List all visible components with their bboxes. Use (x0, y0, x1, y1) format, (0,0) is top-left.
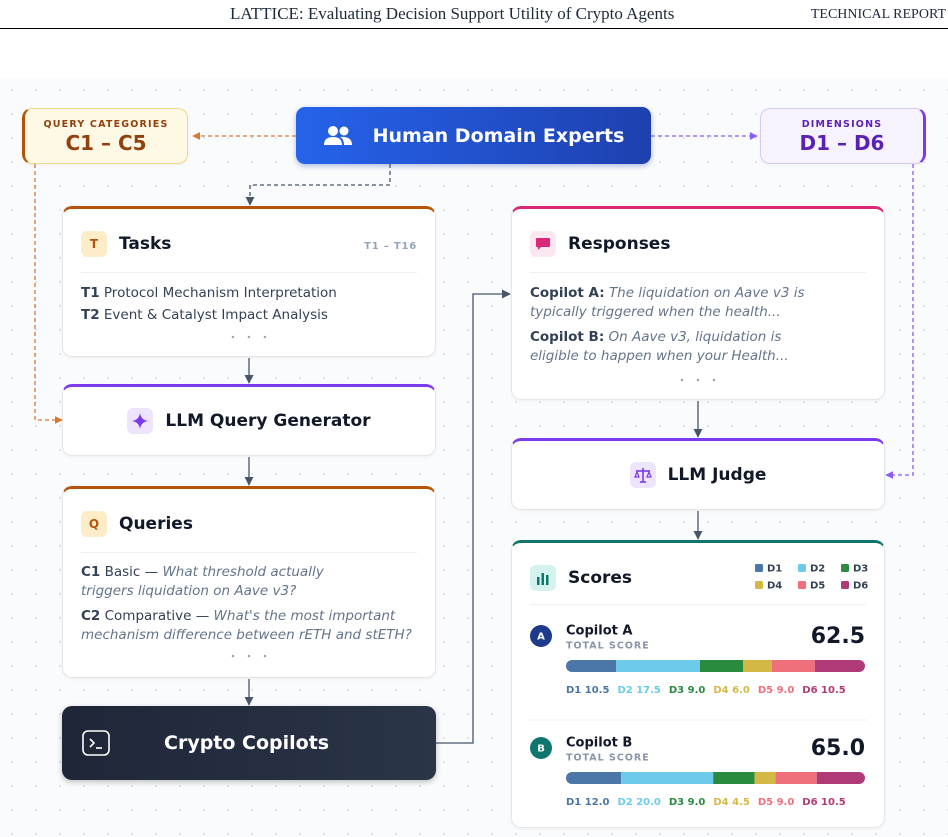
divider (81, 272, 417, 273)
dimensions-box: DIMENSIONS D1 – D6 (760, 108, 926, 164)
responses-head: Responses (530, 231, 670, 257)
scores-title: Scores (568, 568, 633, 588)
scores-card: Scores (511, 540, 885, 828)
task-item: T1 Protocol Mechanism Interpretation (81, 284, 337, 303)
task-id: T1 (81, 285, 100, 301)
header-rule (0, 28, 948, 29)
tasks-title: Tasks (119, 234, 172, 254)
query-text: What's the most important mechanism diff… (81, 608, 412, 643)
tasks-card: T Tasks T1 – T16 T1 Protocol Mechanism I… (62, 206, 436, 357)
query-categories-label: QUERY CATEGORIES (43, 119, 169, 130)
query-id: C2 (81, 608, 101, 624)
copilots-box: Crypto Copilots (62, 706, 436, 780)
tasks-head: T Tasks (81, 231, 171, 257)
divider (530, 604, 866, 605)
task-text: Event & Catalyst Impact Analysis (103, 307, 328, 323)
response-item: Copilot B: On Aave v3, liquidation is el… (530, 328, 830, 366)
query-item: C2 Comparative — What's the most importa… (81, 607, 426, 645)
header-title: LATTICE: Evaluating Decision Support Uti… (230, 4, 675, 23)
dimensions-range: D1 – D6 (799, 131, 885, 155)
query-generator-card: LLM Query Generator (62, 384, 436, 456)
divider (81, 552, 417, 553)
responses-icon (530, 231, 556, 257)
judge-label: LLM Judge (667, 465, 767, 485)
task-text: Protocol Mechanism Interpretation (103, 285, 337, 301)
experts-box: Human Domain Experts (296, 107, 651, 164)
scale-icon (629, 462, 656, 488)
queries-card: Q Queries C1 Basic — What threshold actu… (62, 486, 436, 678)
queries-head: Q Queries (81, 511, 193, 537)
experts-label: Human Domain Experts (372, 124, 625, 147)
copilots-label: Crypto Copilots (164, 732, 330, 754)
query-categories-box: QUERY CATEGORIES C1 – C5 (22, 108, 188, 164)
scores-icon (530, 565, 556, 591)
response-text: On Aave v3, liquidation is eligible to h… (530, 329, 789, 364)
tasks-list: T1 Protocol Mechanism Interpretation T2 … (81, 284, 337, 325)
dimensions-label: DIMENSIONS (801, 119, 883, 130)
tasks-icon: T (81, 231, 107, 257)
query-generator-label: LLM Query Generator (165, 411, 371, 431)
tasks-range: T1 – T16 (364, 241, 417, 252)
query-label: Comparative — (104, 608, 210, 624)
responses-list: Copilot A: The liquidation on Aave v3 is… (530, 284, 830, 366)
query-item: C1 Basic — What threshold actually trigg… (81, 563, 341, 601)
task-id: T2 (81, 307, 100, 323)
scores-head: Scores (530, 565, 632, 591)
responses-title: Responses (568, 234, 671, 254)
response-name: Copilot B: (530, 329, 605, 345)
experts-icon (323, 125, 352, 145)
header-report: TECHNICAL REPORT (810, 7, 946, 22)
query-id: C1 (81, 564, 101, 580)
query-label: Basic — (104, 564, 159, 580)
responses-card: Responses Copilot A: The liquidation on … (511, 206, 885, 400)
task-item: T2 Event & Catalyst Impact Analysis (81, 306, 337, 325)
queries-list: C1 Basic — What threshold actually trigg… (81, 563, 426, 645)
response-text: The liquidation on Aave v3 is typically … (530, 285, 805, 320)
terminal-icon (82, 730, 110, 756)
divider (530, 272, 866, 273)
query-text: What threshold actually triggers liquida… (81, 564, 324, 599)
query-categories-range: C1 – C5 (65, 131, 147, 155)
queries-icon: Q (81, 511, 107, 537)
sparkle-icon (127, 408, 154, 434)
response-item: Copilot A: The liquidation on Aave v3 is… (530, 284, 830, 322)
response-name: Copilot A: (530, 285, 605, 301)
judge-card: LLM Judge (511, 438, 885, 510)
queries-title: Queries (119, 514, 193, 534)
